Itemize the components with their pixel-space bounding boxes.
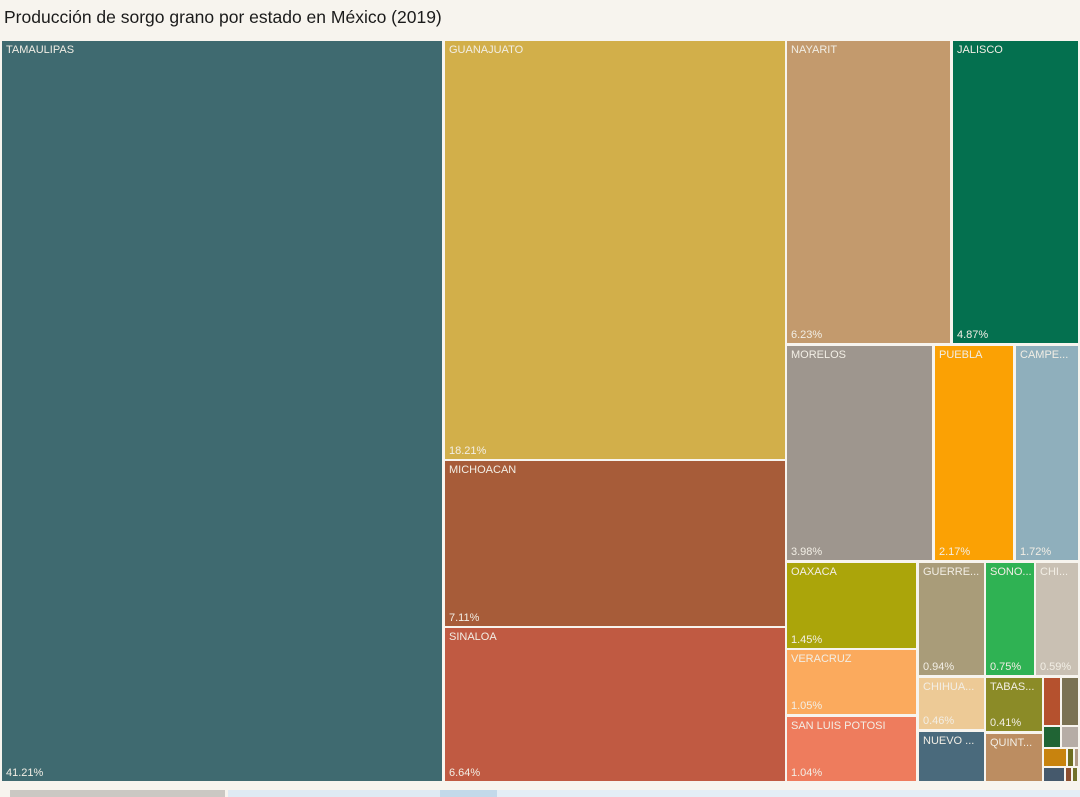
tile-name-label: JALISCO [957, 44, 1003, 56]
treemap-tile-small-state[interactable] [1062, 678, 1078, 725]
treemap-tile-guerre[interactable]: GUERRE... 0.94% [919, 563, 984, 675]
tile-name-label: SAN LUIS POTOSI [791, 720, 886, 732]
treemap-tile-small-state[interactable] [1073, 768, 1077, 781]
tile-value-label: 2.17% [939, 546, 971, 558]
treemap-tile-nuevo[interactable]: NUEVO ... [919, 732, 984, 781]
treemap-tile-oaxaca[interactable]: OAXACA 1.45% [787, 563, 916, 648]
tile-name-label: VERACRUZ [791, 653, 852, 665]
tile-name-label: CAMPE... [1020, 349, 1069, 361]
treemap-tile-chihua[interactable]: CHIHUA... 0.46% [919, 678, 984, 729]
tile-name-label: TAMAULIPAS [6, 44, 75, 56]
tile-name-label: QUINT... [990, 737, 1033, 749]
tile-value-label: 0.59% [1040, 661, 1072, 673]
tile-name-label: NAYARIT [791, 44, 838, 56]
tile-name-label: MORELOS [791, 349, 847, 361]
chart-title: Producción de sorgo grano por estado en … [4, 7, 442, 27]
tile-name-label: PUEBLA [939, 349, 983, 361]
tile-name-label: MICHOACAN [449, 464, 517, 476]
tile-name-label: GUERRE... [923, 566, 980, 578]
tile-value-label: 0.94% [923, 661, 955, 673]
tile-name-label: OAXACA [791, 566, 837, 578]
tile-value-label: 1.72% [1020, 546, 1052, 558]
bottom-bar-segment [440, 790, 497, 797]
treemap-tile-small-state[interactable] [1066, 768, 1071, 781]
tile-name-label: GUANAJUATO [449, 44, 524, 56]
bottom-bar-cutoff [0, 790, 1080, 797]
treemap-tile-small-state[interactable] [1044, 749, 1066, 766]
tile-value-label: 41.21% [6, 767, 44, 779]
tile-value-label: 4.87% [957, 329, 989, 341]
treemap-tile-small-state[interactable] [1044, 678, 1060, 725]
treemap-tile-san-luis-potosi[interactable]: SAN LUIS POTOSI 1.04% [787, 717, 916, 781]
treemap-tile-tabas[interactable]: TABAS... 0.41% [986, 678, 1042, 731]
tile-value-label: 0.46% [923, 715, 955, 727]
treemap-tile-small-state[interactable] [1044, 768, 1064, 781]
treemap-tile-small-state[interactable] [1044, 727, 1060, 747]
treemap-tile-quint[interactable]: QUINT... [986, 734, 1042, 781]
tile-name-label: TABAS... [990, 681, 1035, 693]
treemap-tile-guanajuato[interactable]: GUANAJUATO 18.21% [445, 41, 785, 459]
treemap-tile-nayarit[interactable]: NAYARIT 6.23% [787, 41, 950, 343]
treemap-tile-chi[interactable]: CHI... 0.59% [1036, 563, 1078, 675]
tile-value-label: 6.64% [449, 767, 481, 779]
tile-name-label: SONO... [990, 566, 1032, 578]
treemap-tile-campe[interactable]: CAMPE... 1.72% [1016, 346, 1078, 560]
bottom-bar-segment [497, 790, 1080, 797]
tile-name-label: CHIHUA... [923, 681, 975, 693]
tile-value-label: 0.41% [990, 717, 1022, 729]
treemap-tile-small-state[interactable] [1068, 749, 1073, 766]
treemap-tile-veracruz[interactable]: VERACRUZ 1.05% [787, 650, 916, 714]
tile-name-label: SINALOA [449, 631, 497, 643]
treemap-tile-small-state[interactable] [1062, 727, 1078, 747]
tile-value-label: 1.05% [791, 700, 823, 712]
treemap-tile-sono[interactable]: SONO... 0.75% [986, 563, 1034, 675]
treemap-tile-sinaloa[interactable]: SINALOA 6.64% [445, 628, 785, 781]
tile-value-label: 1.04% [791, 767, 823, 779]
treemap-tile-tamaulipas[interactable]: TAMAULIPAS 41.21% [2, 41, 442, 781]
tile-value-label: 0.75% [990, 661, 1022, 673]
treemap-tile-jalisco[interactable]: JALISCO 4.87% [953, 41, 1078, 343]
treemap-tile-michoacan[interactable]: MICHOACAN 7.11% [445, 461, 785, 626]
tile-value-label: 1.45% [791, 634, 823, 646]
treemap-tile-small-state[interactable] [1075, 749, 1078, 766]
tile-name-label: NUEVO ... [923, 735, 975, 747]
tile-value-label: 18.21% [449, 445, 487, 457]
treemap-tile-puebla[interactable]: PUEBLA 2.17% [935, 346, 1013, 560]
tile-name-label: CHI... [1040, 566, 1069, 578]
bottom-bar-segment [10, 790, 225, 797]
tile-value-label: 7.11% [449, 612, 480, 624]
bottom-bar-segment [228, 790, 440, 797]
treemap-tile-morelos[interactable]: MORELOS 3.98% [787, 346, 932, 560]
tile-value-label: 3.98% [791, 546, 823, 558]
tile-value-label: 6.23% [791, 329, 823, 341]
